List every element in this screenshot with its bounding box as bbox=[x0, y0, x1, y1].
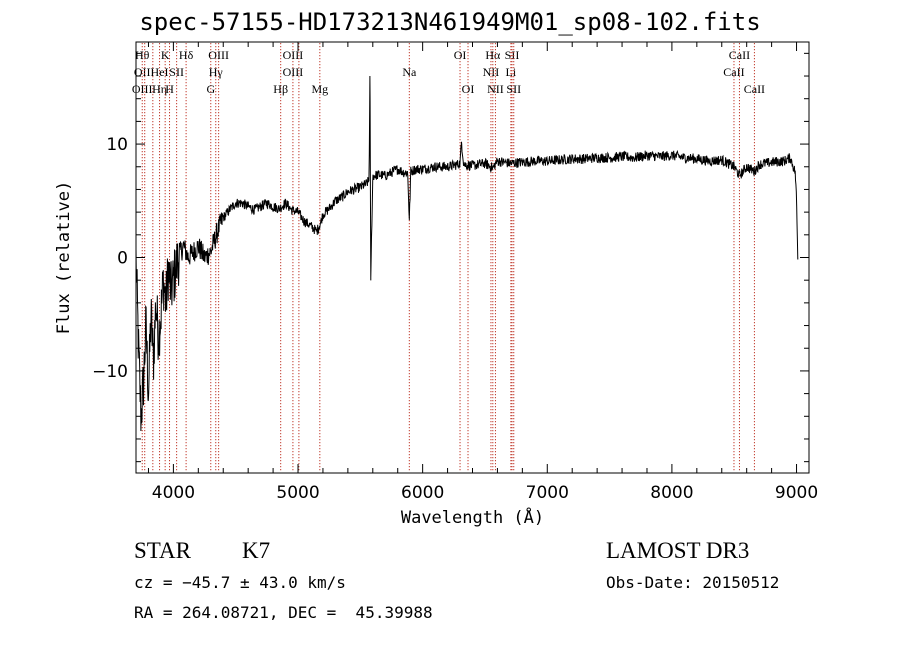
spectral-line-label: SII bbox=[506, 82, 521, 96]
spectral-line-label: Li bbox=[506, 65, 517, 79]
spectral-line-label: Hδ bbox=[179, 48, 194, 62]
radec-text: RA = 264.08721, DEC = 45.39988 bbox=[134, 603, 433, 622]
spectral-line-label: NII bbox=[487, 82, 504, 96]
spectral-line-label: OII bbox=[134, 65, 151, 79]
spectral-line-label: OIII bbox=[283, 48, 304, 62]
plot-frame bbox=[135, 41, 810, 474]
spectral-line-label: OI bbox=[454, 48, 467, 62]
survey-label: LAMOST DR3 bbox=[606, 538, 750, 563]
object-class: STAR bbox=[134, 538, 191, 563]
spectral-line-label: Hα bbox=[485, 48, 501, 62]
spectral-line-label: Mg bbox=[311, 82, 328, 96]
spectral-line-label: OI bbox=[462, 82, 475, 96]
spectral-line-label: SII bbox=[505, 48, 520, 62]
spectral-line-label: OIII bbox=[208, 48, 229, 62]
y-axis-label: Flux (relative) bbox=[54, 181, 74, 335]
y-tick-label: 0 bbox=[117, 249, 128, 269]
spectral-line-label: CaII bbox=[744, 82, 765, 96]
spectral-line-label: CaII bbox=[723, 65, 744, 79]
spectral-line-label: SII bbox=[169, 65, 184, 79]
spectral-line-label: H bbox=[165, 82, 174, 96]
y-tick-label: −10 bbox=[92, 362, 128, 382]
spectral-line-label: NII bbox=[483, 65, 500, 79]
spectral-line-label: Hβ bbox=[273, 82, 288, 96]
spectral-line-label: OIII bbox=[132, 82, 153, 96]
spectral-line-label: CaII bbox=[729, 48, 750, 62]
x-tick-label: 9000 bbox=[775, 483, 818, 503]
redshift-text: cz = −45.7 ± 43.0 km/s bbox=[134, 573, 346, 592]
x-tick-label: 8000 bbox=[650, 483, 693, 503]
spectral-line-label: OIII bbox=[283, 65, 304, 79]
spectral-line-label: G bbox=[206, 82, 215, 96]
object-subclass: K7 bbox=[242, 538, 271, 563]
x-tick-label: 7000 bbox=[526, 483, 569, 503]
spectral-line-label: K bbox=[161, 48, 170, 62]
spectral-line-label: HeI bbox=[151, 65, 169, 79]
x-tick-label: 4000 bbox=[152, 483, 195, 503]
chart-title: spec-57155-HD173213N461949M01_sp08-102.f… bbox=[139, 8, 761, 36]
spectral-line-label: Hη bbox=[152, 82, 167, 96]
spectrum-line bbox=[135, 75, 799, 432]
x-axis-label: Wavelength (Å) bbox=[401, 506, 544, 528]
x-tick-label: 5000 bbox=[276, 483, 319, 503]
spectral-line-label: Hγ bbox=[209, 65, 224, 79]
spectral-line-label: Hθ bbox=[135, 48, 150, 62]
obs-date-text: Obs-Date: 20150512 bbox=[606, 573, 780, 592]
y-tick-label: 10 bbox=[106, 135, 128, 155]
x-tick-label: 6000 bbox=[401, 483, 444, 503]
spectral-line-label: Na bbox=[402, 65, 417, 79]
